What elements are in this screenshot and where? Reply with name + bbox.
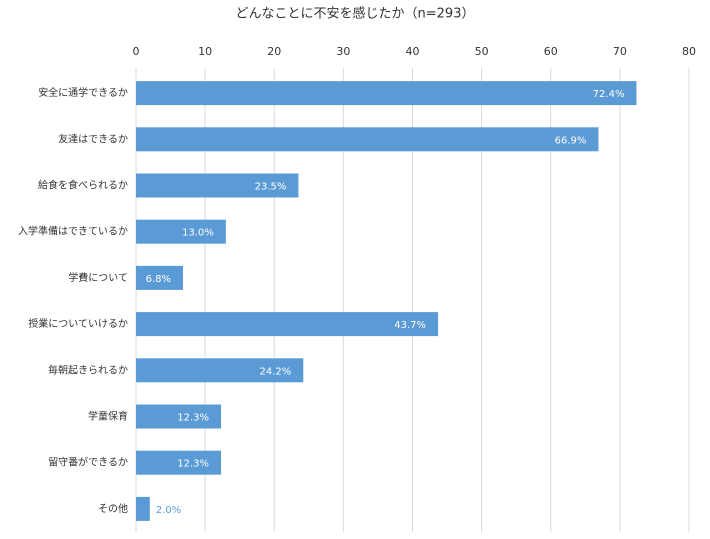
x-tick-label: 40 bbox=[406, 45, 420, 58]
bar bbox=[136, 127, 599, 152]
bar bbox=[136, 496, 150, 521]
bar bbox=[136, 81, 637, 106]
bar bbox=[136, 173, 299, 198]
x-tick-label: 20 bbox=[267, 45, 281, 58]
x-tick-label: 10 bbox=[198, 45, 212, 58]
data-label: 43.7% bbox=[394, 320, 426, 331]
data-label: 2.0% bbox=[156, 505, 181, 516]
x-tick-label: 80 bbox=[682, 45, 696, 58]
y-tick-label: 友達はできるか bbox=[58, 132, 128, 145]
data-label: 12.3% bbox=[177, 413, 209, 424]
y-tick-label: 授業についていけるか bbox=[28, 317, 128, 330]
x-tick-label: 70 bbox=[613, 45, 627, 58]
bar bbox=[136, 358, 304, 383]
y-tick-label: 毎朝起きられるか bbox=[48, 363, 128, 376]
data-label: 23.5% bbox=[255, 182, 287, 193]
x-tick-label: 60 bbox=[544, 45, 558, 58]
data-label: 13.0% bbox=[182, 228, 214, 239]
data-label: 12.3% bbox=[177, 459, 209, 470]
data-label: 72.4% bbox=[593, 89, 625, 100]
y-tick-label: 留守番ができるか bbox=[48, 456, 128, 469]
bar bbox=[136, 219, 226, 244]
y-tick-label: 安全に通学できるか bbox=[38, 86, 128, 99]
chart-title: どんなことに不安を感じたか（n=293） bbox=[236, 6, 475, 22]
x-tick-label: 30 bbox=[336, 45, 350, 58]
data-label: 6.8% bbox=[146, 274, 171, 285]
data-label: 24.2% bbox=[260, 366, 292, 377]
bar bbox=[136, 404, 222, 429]
y-tick-label: 学童保育 bbox=[88, 410, 128, 423]
bar bbox=[136, 265, 184, 290]
x-tick-label: 0 bbox=[133, 45, 140, 58]
y-tick-label: 入学準備はできているか bbox=[18, 225, 128, 238]
y-tick-label: 給食を食べられるか bbox=[38, 179, 128, 192]
bar bbox=[136, 312, 439, 337]
bar bbox=[136, 450, 222, 475]
x-tick-label: 50 bbox=[475, 45, 489, 58]
y-tick-label: 学費について bbox=[68, 271, 128, 284]
y-tick-label: その他 bbox=[98, 502, 128, 515]
data-label: 66.9% bbox=[555, 135, 587, 146]
